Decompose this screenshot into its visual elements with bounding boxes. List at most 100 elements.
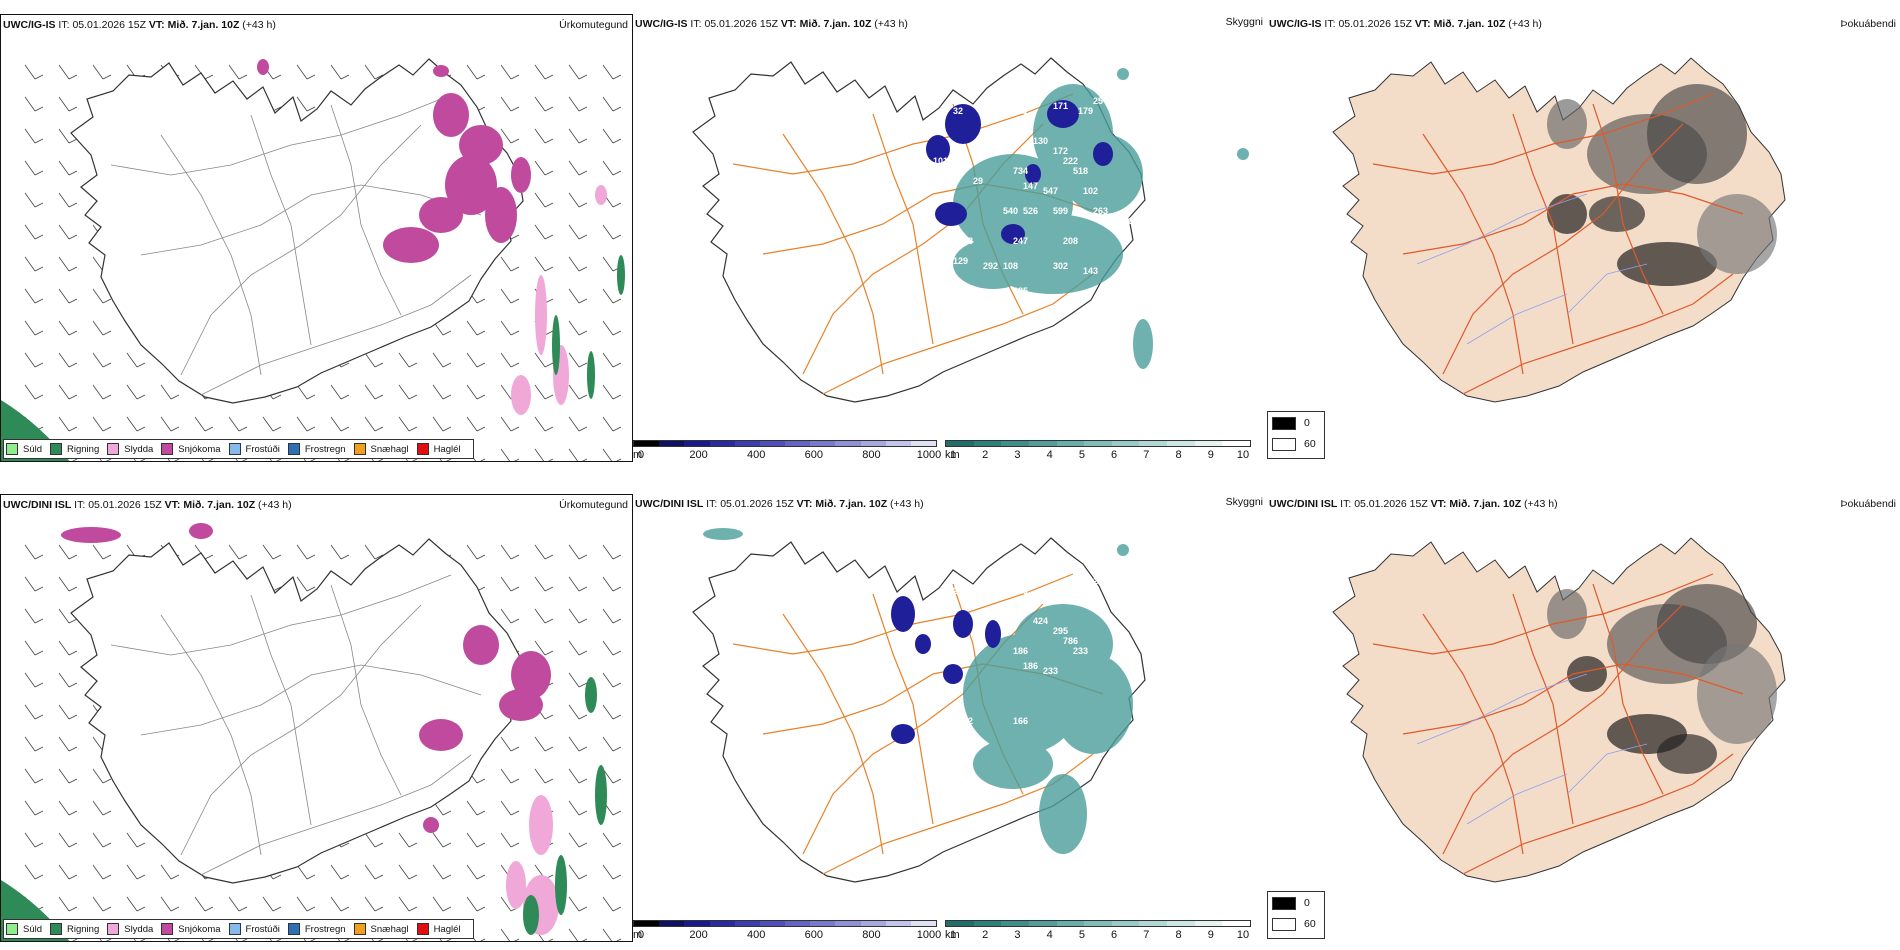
- wind-barb: [534, 416, 554, 432]
- panel-title: Þokuábendi: [1840, 498, 1896, 510]
- colorbar-tick: 6: [1111, 929, 1118, 941]
- legend-label: Snæhagl: [370, 443, 409, 455]
- wind-barb: [568, 128, 588, 144]
- colorbar-cell: [659, 921, 685, 926]
- wind-barb: [500, 448, 520, 461]
- fog-legend: 0 60: [1267, 891, 1325, 939]
- colorbar-tick: 1: [949, 449, 957, 461]
- colorbar-cell: [885, 921, 911, 926]
- road-network: [110, 94, 482, 396]
- wind-barb: [58, 288, 78, 304]
- wind-barb: [228, 416, 248, 432]
- wind-barb: [160, 896, 180, 912]
- road: [1462, 753, 1734, 875]
- wind-barb: [466, 384, 486, 400]
- wind-barb: [568, 64, 588, 80]
- wind-barb: [58, 160, 78, 176]
- field-blob: [935, 202, 967, 226]
- wind-barb: [534, 768, 554, 784]
- road: [1592, 103, 1664, 315]
- wind-barb: [58, 352, 78, 368]
- colorbar-unit: m: [633, 449, 643, 461]
- ceiling-label: 129: [953, 256, 968, 266]
- wind-barb: [568, 736, 588, 752]
- ceiling-label: 147: [1023, 181, 1038, 191]
- field-blob: [1133, 319, 1153, 369]
- ceiling-label: 179: [1078, 106, 1093, 116]
- fog-blob: [1547, 589, 1587, 639]
- wind-barb: [24, 224, 44, 240]
- precip-legend: Súld Rigning Slydda Snjókoma Frostúði Frostre…: [3, 919, 474, 939]
- legend-label: Frostúði: [245, 443, 280, 455]
- wind-barb: [58, 704, 78, 720]
- ceiling-label: 163: [1123, 216, 1138, 226]
- colorbar-tick: 7: [1143, 449, 1150, 461]
- legend-swatch: [107, 923, 120, 935]
- field-blob: [943, 664, 963, 684]
- colorbar-tick: 600: [804, 449, 823, 461]
- field-blob: [891, 724, 915, 744]
- wind-barb: [534, 352, 554, 368]
- road-network: [732, 93, 1104, 395]
- colorbar-cell: [709, 921, 735, 926]
- wind-barb: [602, 64, 622, 80]
- fog-panel-bottom: UWC/DINI ISL IT: 05.01.2026 15Z VT: Mið.…: [1267, 494, 1900, 942]
- wind-barb: [24, 704, 44, 720]
- wind-barb: [296, 544, 316, 560]
- wind-barb: [568, 96, 588, 112]
- colorbar-cell: [1084, 441, 1112, 446]
- wind-barb: [568, 192, 588, 208]
- ceiling-areas: [891, 596, 1001, 744]
- field-blob: [257, 59, 269, 75]
- legend-swatch: [287, 923, 300, 935]
- wind-barb: [568, 288, 588, 304]
- wind-barb: [228, 64, 248, 80]
- colorbar-cell: [785, 441, 811, 446]
- wind-barb: [568, 544, 588, 560]
- wind-barb: [568, 640, 588, 656]
- colorbar-tick: 1: [949, 929, 957, 941]
- wind-barb: [330, 544, 350, 560]
- wind-barb: [58, 768, 78, 784]
- wind-barb: [568, 576, 588, 592]
- legend-label: Frostregn: [304, 923, 346, 935]
- wind-barb: [602, 896, 622, 912]
- wind-barb: [466, 896, 486, 912]
- wind-barb: [602, 544, 622, 560]
- field-blob: [189, 523, 213, 539]
- wind-barb: [92, 800, 112, 816]
- wind-barb: [602, 128, 622, 144]
- road: [782, 613, 884, 855]
- colorbar-cell: [910, 441, 937, 446]
- precip-type-panel-bottom: UWC/DINI ISL IT: 05.01.2026 15Z VT: Mið.…: [0, 494, 633, 942]
- road: [1422, 613, 1524, 855]
- colorbar-unit: km: [945, 449, 960, 461]
- wind-barb: [534, 192, 554, 208]
- wind-barb: [500, 576, 520, 592]
- ceiling-label: 547: [1043, 186, 1058, 196]
- legend-item: Frostregn: [287, 443, 346, 455]
- wind-barb: [534, 224, 554, 240]
- wind-barb: [432, 352, 452, 368]
- colorbar-cell: [709, 441, 735, 446]
- road: [140, 664, 482, 736]
- ceiling-label: 292: [983, 261, 998, 271]
- ceiling-label: 236: [1103, 216, 1118, 226]
- road: [180, 124, 422, 376]
- colorbar-cell: [734, 441, 760, 446]
- wind-barb: [364, 864, 384, 880]
- wind-barb: [92, 896, 112, 912]
- rain-areas: [523, 677, 607, 935]
- colorbar-cell: [1056, 441, 1085, 446]
- wind-barb: [24, 736, 44, 752]
- field-blob: [511, 375, 531, 415]
- wind-barb: [330, 864, 350, 880]
- precip-legend: Súld Rigning Slydda Snjókoma Frostúði Frostre…: [3, 439, 474, 459]
- panel-header: UWC/IG-IS IT: 05.01.2026 15Z VT: Mið. 7.…: [3, 19, 276, 31]
- wind-barb: [568, 320, 588, 336]
- field-blob: [1063, 134, 1143, 214]
- fog-map: [1332, 57, 1786, 403]
- wind-barb: [24, 192, 44, 208]
